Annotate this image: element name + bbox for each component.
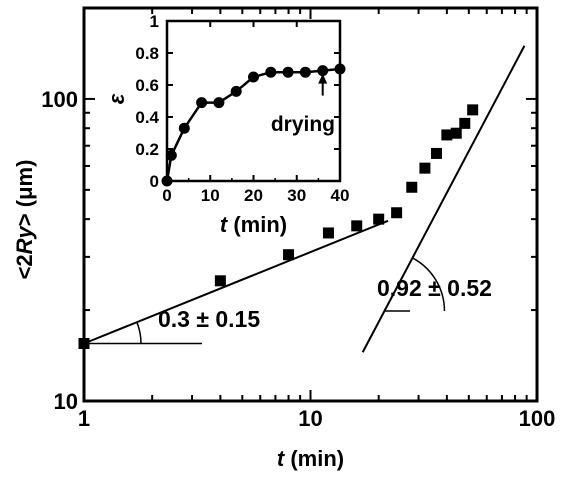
inset-plot: 0 10 20 30 40 0 0.2 0.4 0.6 0.8 1 t (min) ε drying: [104, 12, 349, 237]
slope-arc: [412, 257, 446, 312]
data-point: [441, 129, 453, 141]
data-point: [467, 104, 479, 116]
inset-data-point: [282, 66, 294, 78]
slope-annotation: 0.92 ± 0.52: [377, 275, 492, 301]
inset-y-tick-label: 1: [150, 12, 159, 31]
data-point: [459, 117, 471, 129]
fit-line: [361, 45, 526, 353]
y-axis-label: <2Ry> (μm): [12, 160, 37, 280]
y-tick-label: 10: [54, 389, 78, 414]
inset-y-tick-label: 0: [150, 172, 159, 191]
inset-data-point: [161, 175, 173, 187]
inset-data-point: [230, 85, 242, 97]
inset-data-point: [165, 149, 177, 161]
data-point: [450, 127, 462, 139]
inset-data-point: [299, 66, 311, 78]
inset-frame: [165, 19, 342, 183]
inset-data-point: [196, 97, 208, 109]
data-point: [391, 207, 403, 219]
inset-x-tick-label: 40: [331, 186, 350, 205]
x-tick-label: 1: [78, 406, 90, 431]
inset-y-tick-label: 0.6: [135, 76, 159, 95]
fit-line: [83, 219, 389, 345]
x-tick-label: 100: [519, 406, 556, 431]
inset-data-point: [213, 97, 225, 109]
inset-data-point: [334, 63, 346, 75]
slope-annotation: 0.3 ± 0.15: [158, 306, 260, 332]
data-point: [406, 181, 418, 193]
inset-y-tick-label: 0.2: [135, 140, 159, 159]
inset-data-point: [178, 122, 190, 134]
inset-y-tick-label: 0.4: [135, 108, 159, 127]
data-point: [373, 213, 385, 225]
inset-x-tick-label: 20: [244, 186, 263, 205]
data-point: [283, 249, 295, 261]
inset-data-point: [248, 71, 259, 83]
inset-x-tick-label: 0: [162, 186, 171, 205]
slope-arc: [136, 321, 142, 344]
data-point: [78, 338, 90, 350]
inset-x-tick-label: 30: [287, 186, 306, 205]
inset-y-tick-label: 0.8: [135, 44, 159, 63]
data-point: [322, 227, 334, 239]
drying-annotation: drying: [271, 113, 335, 136]
data-point: [431, 147, 443, 159]
inset-data-point: [265, 66, 277, 78]
data-point: [214, 275, 226, 287]
inset-y-axis-label: ε: [104, 93, 129, 104]
inset-data-point: [317, 65, 329, 77]
drying-arrow-head: [318, 73, 328, 84]
y-tick-label: 100: [41, 87, 78, 112]
data-point: [351, 220, 363, 232]
inset-x-axis-label: t (min): [220, 212, 287, 237]
data-point: [419, 162, 431, 174]
x-tick-label: 10: [298, 406, 322, 431]
inset-x-tick-label: 10: [201, 186, 220, 205]
x-axis-label: t (min): [277, 446, 344, 471]
